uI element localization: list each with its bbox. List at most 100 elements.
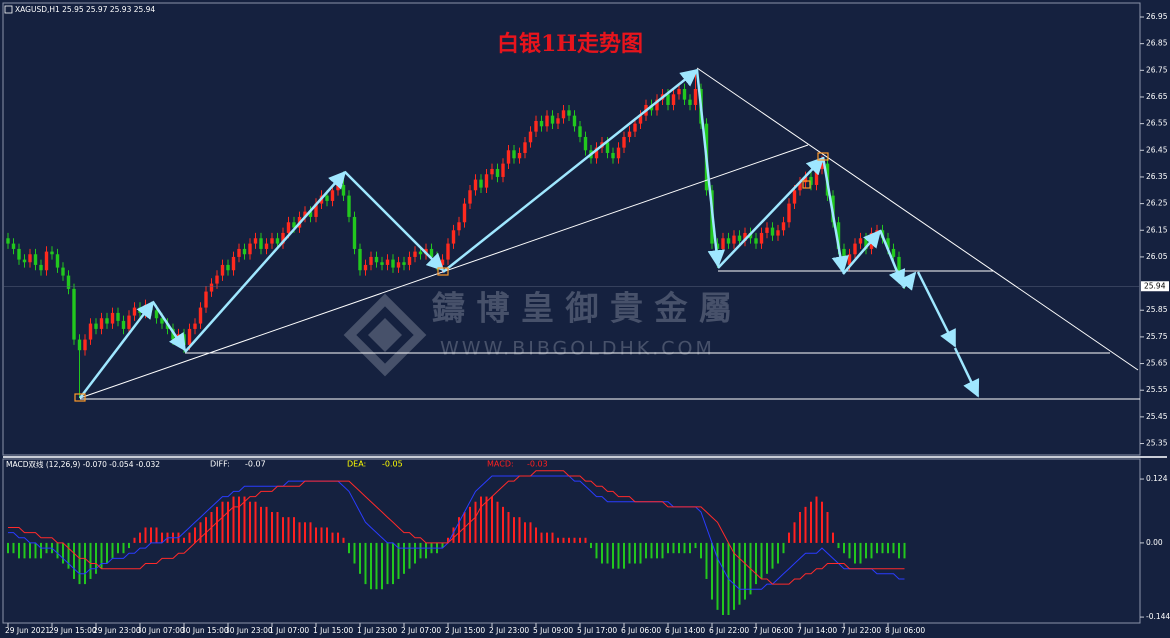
macd-bar bbox=[348, 542, 350, 554]
macd-bar bbox=[601, 542, 603, 564]
macd-bar bbox=[733, 542, 735, 610]
candle-body bbox=[105, 318, 109, 324]
candle-body bbox=[77, 339, 82, 351]
candle-body bbox=[858, 238, 863, 244]
candle-body bbox=[116, 312, 120, 321]
watermark: 鑄 博 皇 御 貴 金 屬 WWW.BIBGOLDHK.COM bbox=[343, 289, 732, 377]
macd-bar bbox=[425, 542, 427, 559]
macd-bar bbox=[551, 532, 554, 543]
candle-body bbox=[528, 131, 533, 143]
wave-arrow bbox=[842, 229, 882, 275]
macd-bar bbox=[760, 542, 763, 579]
macd-bar bbox=[194, 527, 196, 543]
macd-bar bbox=[700, 542, 702, 559]
candle-body bbox=[457, 222, 461, 231]
candle-body bbox=[380, 262, 384, 265]
macd-bar bbox=[645, 542, 647, 559]
candle-body bbox=[209, 283, 214, 292]
wave-arrow bbox=[717, 156, 825, 269]
macd-bar bbox=[139, 532, 141, 543]
candle-body bbox=[627, 131, 632, 137]
candle-body bbox=[462, 203, 467, 223]
macd-bar bbox=[474, 501, 477, 543]
macd-bar bbox=[34, 542, 37, 559]
candle-body bbox=[204, 291, 208, 308]
macd-bar bbox=[854, 542, 856, 564]
candle-body bbox=[215, 275, 219, 284]
candle-body bbox=[715, 243, 720, 249]
candle-body bbox=[396, 262, 401, 268]
macd-bar bbox=[128, 542, 130, 549]
candle-body bbox=[490, 168, 494, 175]
macd-bar bbox=[227, 501, 229, 543]
macd-bar bbox=[56, 542, 59, 559]
macd-bar bbox=[298, 522, 301, 543]
candle-body bbox=[534, 120, 538, 132]
candle-body bbox=[259, 238, 263, 249]
macd-bar bbox=[315, 527, 317, 543]
y-tick-label: 25.45 bbox=[1146, 412, 1168, 421]
candle-body bbox=[94, 323, 98, 329]
candle-body bbox=[402, 262, 406, 265]
macd-bar bbox=[898, 542, 900, 559]
legend-name: DIFF: bbox=[210, 460, 230, 469]
macd-bar bbox=[579, 537, 581, 543]
macd-bar bbox=[782, 542, 785, 554]
macd-bar bbox=[788, 532, 790, 543]
wave-arrow bbox=[916, 271, 957, 348]
candle-body bbox=[17, 248, 21, 260]
legend-value: -0.03 bbox=[527, 460, 548, 469]
macd-bar bbox=[562, 537, 565, 543]
candle-body bbox=[50, 251, 54, 255]
candle-body bbox=[567, 110, 571, 116]
candle-body bbox=[792, 190, 797, 204]
watermark-brand: 鑄 博 皇 御 貴 金 屬 bbox=[431, 289, 732, 328]
macd-bar bbox=[755, 542, 757, 585]
candle-body bbox=[655, 99, 659, 111]
macd-bar bbox=[480, 496, 482, 543]
macd-bar bbox=[859, 542, 862, 564]
candle-body bbox=[512, 150, 516, 159]
macd-bar bbox=[414, 542, 416, 564]
candle-body bbox=[886, 238, 890, 249]
candle-body bbox=[6, 238, 10, 244]
macd-bar bbox=[221, 501, 224, 543]
macd-bar bbox=[678, 542, 680, 554]
candle-body bbox=[154, 310, 159, 319]
macd-bar bbox=[12, 542, 15, 554]
labels: XAGUSD,H1 25.95 25.97 25.93 25.94 白银1H走势… bbox=[4, 5, 1170, 635]
macd-bar bbox=[540, 532, 543, 543]
candle-body bbox=[11, 243, 16, 249]
macd-bar bbox=[155, 527, 158, 543]
y-tick-label: 25.75 bbox=[1146, 332, 1168, 341]
candle-body bbox=[468, 190, 472, 204]
x-tick-label: 6 Jul 22:00 bbox=[709, 626, 749, 635]
y-tick-label: 26.85 bbox=[1146, 39, 1168, 48]
macd-bar bbox=[161, 532, 163, 543]
macd-bar bbox=[832, 532, 834, 543]
candle-body bbox=[638, 115, 643, 124]
macd-bar bbox=[546, 532, 548, 543]
macd-bar bbox=[403, 542, 405, 574]
macd-bar bbox=[276, 512, 279, 543]
y-tick-label: 26.05 bbox=[1146, 252, 1168, 261]
candle-body bbox=[352, 216, 357, 249]
trend-line bbox=[696, 67, 1139, 371]
macd-bar bbox=[606, 542, 609, 564]
legend-name: MACD: bbox=[487, 460, 514, 469]
x-tick-label: 2 Jul 23:00 bbox=[489, 626, 529, 635]
macd-bar bbox=[815, 496, 818, 543]
candle-body bbox=[484, 174, 489, 188]
x-tick-label: 6 Jul 06:00 bbox=[621, 626, 661, 635]
candle-body bbox=[270, 238, 274, 244]
macd-bar bbox=[777, 542, 779, 564]
macd-bar bbox=[887, 542, 889, 554]
candle-body bbox=[88, 323, 93, 340]
wave-arrow bbox=[695, 69, 726, 268]
macd-bar bbox=[23, 542, 26, 559]
macd-bar bbox=[667, 542, 669, 554]
candle-body bbox=[495, 168, 500, 177]
candle-body bbox=[226, 264, 230, 271]
macd-bar bbox=[595, 542, 598, 559]
macd-bar bbox=[843, 542, 845, 554]
